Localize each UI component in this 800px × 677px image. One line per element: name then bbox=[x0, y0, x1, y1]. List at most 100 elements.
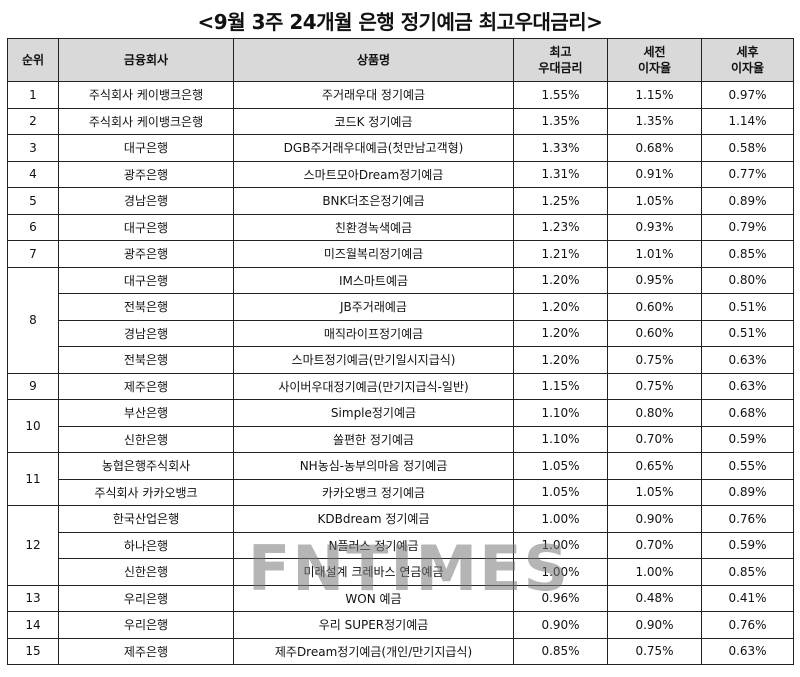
max-rate-cell: 1.20% bbox=[513, 293, 608, 321]
max-rate-cell: 0.96% bbox=[513, 584, 608, 612]
table-row: 14 우리은행 우리 SUPER정기예금 0.90% 0.90% 0.76% bbox=[7, 611, 794, 639]
header-max-rate-line2: 우대금리 bbox=[538, 61, 583, 75]
bank-cell: 대구은행 bbox=[58, 266, 234, 294]
header-pre-tax-line2: 이자율 bbox=[637, 61, 672, 75]
max-rate-cell: 1.23% bbox=[513, 213, 608, 241]
bank-cell: 부산은행 bbox=[58, 399, 234, 427]
post-tax-cell: 0.51% bbox=[701, 319, 794, 347]
bank-cell: 하나은행 bbox=[58, 531, 234, 559]
product-cell: 카카오뱅크 정기예금 bbox=[233, 478, 514, 506]
rank-cell: 11 bbox=[7, 452, 59, 506]
pre-tax-cell: 1.15% bbox=[607, 81, 702, 109]
bank-cell: 대구은행 bbox=[58, 134, 234, 162]
table-row: 신한은행 미래설계 크레바스 연금예금 1.00% 1.00% 0.85% bbox=[8, 558, 794, 586]
bank-cell: 농협은행주식회사 bbox=[58, 452, 234, 480]
post-tax-cell: 0.68% bbox=[701, 399, 794, 427]
header-product: 상품명 bbox=[233, 38, 514, 82]
pre-tax-cell: 0.75% bbox=[607, 637, 702, 665]
table-row: 1 주식회사 케이뱅크은행 주거래우대 정기예금 1.55% 1.15% 0.97% bbox=[7, 81, 794, 109]
table-row: 2 주식회사 케이뱅크은행 코드K 정기예금 1.35% 1.35% 1.14% bbox=[7, 107, 794, 135]
max-rate-cell: 1.31% bbox=[513, 160, 608, 188]
rank-cell: 7 bbox=[7, 240, 59, 268]
bank-cell: 전북은행 bbox=[58, 346, 234, 374]
table-row: 전북은행 JB주거래예금 1.20% 0.60% 0.51% bbox=[8, 293, 794, 321]
post-tax-cell: 1.14% bbox=[701, 107, 794, 135]
post-tax-cell: 0.85% bbox=[701, 240, 794, 268]
product-cell: N플러스 정기예금 bbox=[233, 531, 514, 559]
rank-cell: 12 bbox=[7, 505, 59, 586]
table-row: 9 제주은행 사이버우대정기예금(만기지급식-일반) 1.15% 0.75% 0.63% bbox=[7, 372, 794, 400]
pre-tax-cell: 1.01% bbox=[607, 240, 702, 268]
pre-tax-cell: 1.00% bbox=[607, 558, 702, 586]
product-cell: WON 예금 bbox=[233, 584, 514, 612]
max-rate-cell: 0.85% bbox=[513, 637, 608, 665]
product-cell: 매직라이프정기예금 bbox=[233, 319, 514, 347]
pre-tax-cell: 1.05% bbox=[607, 187, 702, 215]
bank-cell: 신한은행 bbox=[58, 558, 234, 586]
post-tax-cell: 0.76% bbox=[701, 505, 794, 533]
product-cell: KDBdream 정기예금 bbox=[233, 505, 514, 533]
max-rate-cell: 1.21% bbox=[513, 240, 608, 268]
product-cell: 코드K 정기예금 bbox=[233, 107, 514, 135]
product-cell: 우리 SUPER정기예금 bbox=[233, 611, 514, 639]
table-body: 1 주식회사 케이뱅크은행 주거래우대 정기예금 1.55% 1.15% 0.97% 2 주식… bbox=[7, 81, 794, 665]
post-tax-cell: 0.79% bbox=[701, 213, 794, 241]
table-row: 하나은행 N플러스 정기예금 1.00% 0.70% 0.59% bbox=[8, 531, 794, 559]
rank-cell: 13 bbox=[7, 584, 59, 612]
header-max-rate-line1: 최고 bbox=[549, 45, 572, 59]
post-tax-cell: 0.80% bbox=[701, 266, 794, 294]
max-rate-cell: 1.05% bbox=[513, 452, 608, 480]
pre-tax-cell: 0.93% bbox=[607, 213, 702, 241]
table-row: 주식회사 카카오뱅크 카카오뱅크 정기예금 1.05% 1.05% 0.89% bbox=[8, 478, 794, 506]
post-tax-cell: 0.63% bbox=[701, 637, 794, 665]
table-row: 전북은행 스마트정기예금(만기일시지급식) 1.20% 0.75% 0.63% bbox=[8, 346, 794, 374]
table-row: 5 경남은행 BNK더조은정기예금 1.25% 1.05% 0.89% bbox=[7, 187, 794, 215]
rank-cell: 14 bbox=[7, 611, 59, 639]
pre-tax-cell: 0.60% bbox=[607, 319, 702, 347]
bank-cell: 우리은행 bbox=[58, 611, 234, 639]
pre-tax-cell: 0.91% bbox=[607, 160, 702, 188]
header-max-rate: 최고 우대금리 bbox=[513, 38, 608, 82]
bank-cell: 제주은행 bbox=[58, 372, 234, 400]
table-row: 8 대구은행 IM스마트예금 1.20% 0.95% 0.80% bbox=[7, 266, 794, 374]
post-tax-cell: 0.59% bbox=[701, 425, 794, 453]
header-pre-tax: 세전 이자율 bbox=[607, 38, 702, 82]
rank-cell: 5 bbox=[7, 187, 59, 215]
table-row: 경남은행 매직라이프정기예금 1.20% 0.60% 0.51% bbox=[8, 319, 794, 347]
table-row: 4 광주은행 스마트모아Dream정기예금 1.31% 0.91% 0.77% bbox=[7, 160, 794, 188]
pre-tax-cell: 0.95% bbox=[607, 266, 702, 294]
post-tax-cell: 0.63% bbox=[701, 346, 794, 374]
post-tax-cell: 0.58% bbox=[701, 134, 794, 162]
product-cell: DGB주거래우대예금(첫만남고객형) bbox=[233, 134, 514, 162]
post-tax-cell: 0.85% bbox=[701, 558, 794, 586]
product-cell: 스마트모아Dream정기예금 bbox=[233, 160, 514, 188]
bank-cell: 제주은행 bbox=[58, 637, 234, 665]
bank-cell: 우리은행 bbox=[58, 584, 234, 612]
pre-tax-cell: 0.90% bbox=[607, 611, 702, 639]
rank-cell: 4 bbox=[7, 160, 59, 188]
rank-cell: 9 bbox=[7, 372, 59, 400]
bank-cell: 주식회사 카카오뱅크 bbox=[58, 478, 234, 506]
post-tax-cell: 0.77% bbox=[701, 160, 794, 188]
header-pre-tax-line1: 세전 bbox=[643, 45, 666, 59]
max-rate-cell: 1.10% bbox=[513, 399, 608, 427]
product-cell: Simple정기예금 bbox=[233, 399, 514, 427]
post-tax-cell: 0.97% bbox=[701, 81, 794, 109]
table-row: 11 농협은행주식회사 NH농심-농부의마음 정기예금 1.05% 0.65% 0.55% bbox=[7, 452, 794, 506]
table-row: 15 제주은행 제주Dream정기예금(개인/만기지급식) 0.85% 0.75% 0.6… bbox=[7, 637, 794, 665]
product-cell: 스마트정기예금(만기일시지급식) bbox=[233, 346, 514, 374]
product-cell: 미즈월복리정기예금 bbox=[233, 240, 514, 268]
rank-cell: 6 bbox=[7, 213, 59, 241]
max-rate-cell: 1.33% bbox=[513, 134, 608, 162]
rank-cell: 2 bbox=[7, 107, 59, 135]
pre-tax-cell: 1.35% bbox=[607, 107, 702, 135]
bank-cell: 주식회사 케이뱅크은행 bbox=[58, 107, 234, 135]
pre-tax-cell: 1.05% bbox=[607, 478, 702, 506]
post-tax-cell: 0.59% bbox=[701, 531, 794, 559]
pre-tax-cell: 0.90% bbox=[607, 505, 702, 533]
product-cell: 사이버우대정기예금(만기지급식-일반) bbox=[233, 372, 514, 400]
max-rate-cell: 1.00% bbox=[513, 531, 608, 559]
bank-cell: 광주은행 bbox=[58, 240, 234, 268]
product-cell: BNK더조은정기예금 bbox=[233, 187, 514, 215]
table-row: 10 부산은행 Simple정기예금 1.10% 0.80% 0.68% bbox=[7, 399, 794, 453]
